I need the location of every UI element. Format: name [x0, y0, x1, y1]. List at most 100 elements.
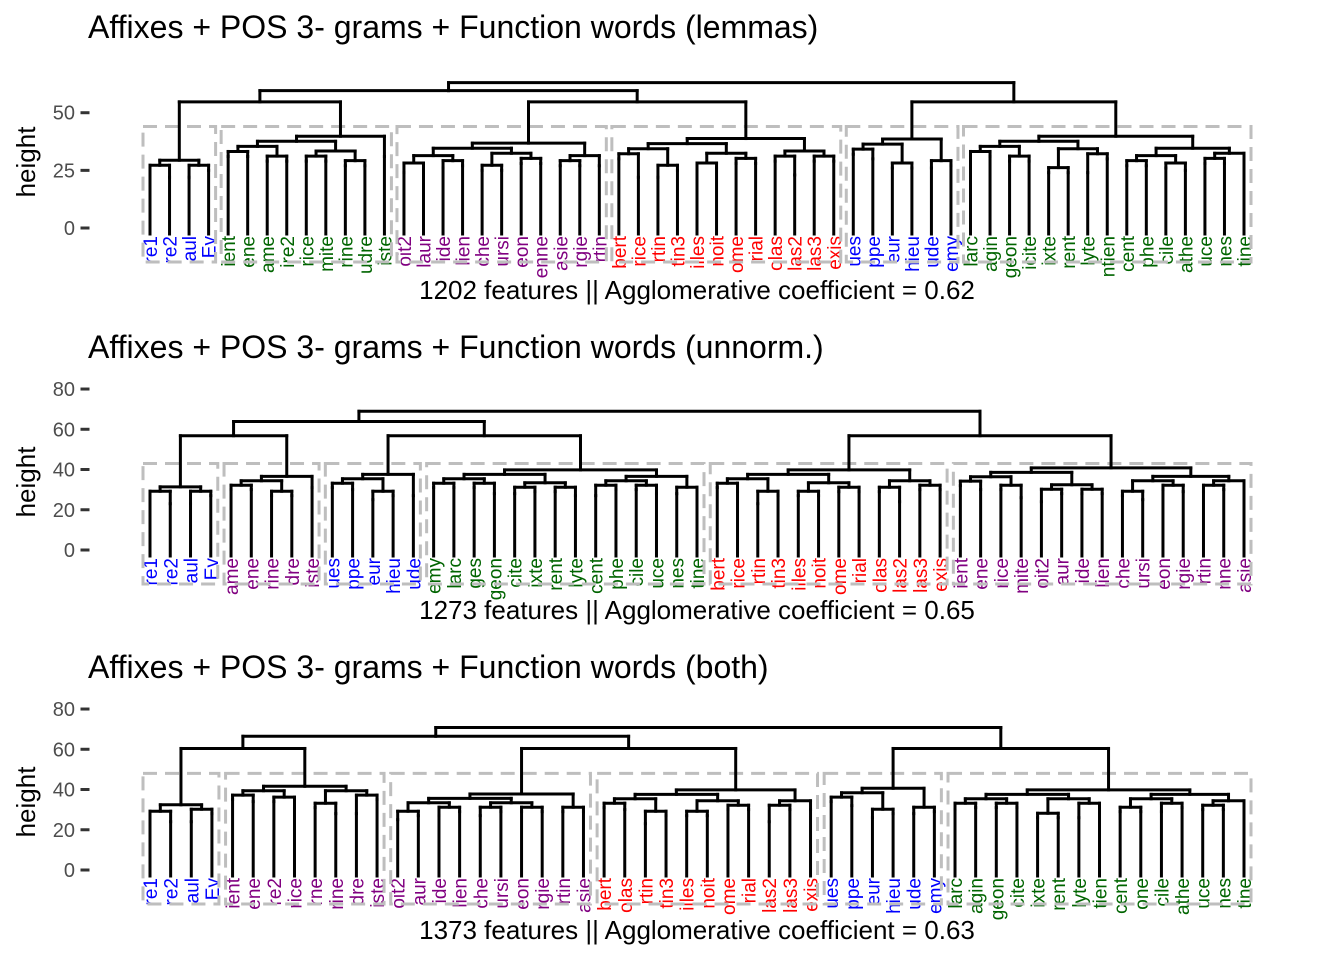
leaf-label: ient: [951, 557, 972, 588]
leaf-label: ntien: [1098, 236, 1119, 277]
leaf-label: ges: [465, 558, 486, 589]
leaf-label: rice: [285, 878, 306, 909]
leaf-label: larc: [445, 558, 466, 589]
leaf-label: lien: [454, 236, 475, 266]
leaf-label: udre: [356, 236, 377, 274]
leaf-label: illes: [688, 236, 709, 269]
cluster-box: [962, 125, 1253, 264]
leaf-label: ppe: [344, 558, 365, 590]
leaf-label: ude: [922, 236, 943, 268]
leaf-label: rgie: [1174, 558, 1195, 590]
leaf-label: mite: [317, 236, 338, 272]
leaf-label: rtin: [636, 878, 657, 904]
leaf-label: noit: [810, 557, 831, 588]
leaf-label: che: [1113, 558, 1134, 589]
leaf-label: cile: [1157, 236, 1178, 265]
leaf-label: ude: [404, 558, 425, 590]
leaf-label: dre: [283, 558, 304, 585]
leaf-label: che: [473, 236, 494, 267]
leaf-label: rgie: [533, 878, 554, 910]
leaf-label: olas: [870, 558, 891, 593]
leaf-label: enne: [532, 236, 553, 278]
leaf-label: agin: [981, 236, 1002, 272]
y-tick-label: 40: [53, 780, 75, 802]
leaf-label: rine: [263, 558, 284, 590]
leaf-label: rtin: [649, 236, 670, 262]
cluster-box: [395, 125, 608, 264]
y-tick-label: 60: [53, 419, 75, 441]
leaf-label: ude: [905, 878, 926, 910]
leaf-label: bert: [610, 235, 631, 268]
leaf-label: ursi: [1134, 558, 1155, 589]
leaf-label: noit: [708, 235, 729, 266]
leaf-label: eur: [364, 557, 385, 585]
leaf-label: ene: [244, 878, 265, 910]
leaf-label: rent: [546, 557, 567, 590]
leaf-label: aul: [182, 558, 203, 583]
leaf-label: ursi: [493, 236, 514, 267]
cluster-box: [141, 125, 218, 264]
leaf-label: olas: [616, 878, 637, 913]
leaf-label: exis: [825, 236, 846, 270]
plot-area: 02550re1re2aulEvienteneameire2ricemiteri…: [53, 81, 1256, 278]
cluster-box: [141, 771, 221, 906]
leaf-label: eon: [1154, 558, 1175, 590]
leaf-label: oit2: [1032, 558, 1053, 589]
leaf-label: Ev: [200, 236, 221, 259]
leaf-label: tin3: [668, 236, 689, 267]
leaf-label: dre: [347, 878, 368, 905]
leaf-label: cent: [587, 557, 608, 594]
y-tick-label: 40: [53, 460, 75, 482]
leaf-label: oit2: [389, 878, 410, 909]
leaf-label: ursi: [492, 878, 513, 909]
leaf-label: rtin: [554, 878, 575, 904]
leaf-label: rice: [729, 558, 750, 589]
leaf-label: rtin: [1194, 558, 1215, 584]
leaf-label: geon: [485, 558, 506, 600]
x-axis-caption: 1273 features || Agglomerative coefficie…: [419, 595, 975, 625]
y-tick-label: 20: [53, 820, 75, 842]
leaf-label: ire2: [278, 236, 299, 268]
leaf-label: hieu: [384, 558, 405, 594]
leaf-label: geon: [1001, 236, 1022, 278]
leaf-label: ues: [323, 558, 344, 589]
leaf-label: rgie: [571, 236, 592, 268]
leaf-label: hieu: [884, 878, 905, 914]
leaf-label: hieu: [903, 236, 924, 272]
cluster-box: [323, 461, 422, 586]
leaf-label: icite: [1020, 236, 1041, 270]
leaf-label: ppe: [843, 878, 864, 910]
leaf-label: larc: [962, 236, 983, 267]
leaf-label: Ev: [203, 878, 224, 901]
chart-title: Affixes + POS 3- grams + Function words …: [88, 9, 818, 45]
leaf-label: bert: [708, 557, 729, 590]
leaf-label: aur: [409, 877, 430, 905]
leaf-label: rne: [306, 878, 327, 905]
leaf-label: rice: [992, 558, 1013, 589]
leaf-label: ixte: [1029, 878, 1050, 908]
leaf-label: ues: [822, 878, 843, 909]
y-tick-label: 0: [64, 540, 75, 562]
leaf-label: re2: [161, 558, 182, 585]
leaf-label: ide: [434, 236, 455, 261]
leaf-label: ene: [242, 558, 263, 590]
leaf-label: las2: [891, 558, 912, 593]
leaf-label: las3: [805, 236, 826, 271]
leaf-label: lyte: [1079, 236, 1100, 266]
leaf-label: ient: [219, 235, 240, 266]
leaf-label: asie: [551, 236, 572, 271]
leaf-label: cite: [1008, 878, 1029, 908]
y-axis-label: height: [11, 126, 41, 198]
leaf-label: asie: [574, 878, 595, 913]
leaf-label: phe: [1137, 236, 1158, 268]
leaf-label: rice: [629, 236, 650, 267]
leaf-label: oit2: [395, 236, 416, 267]
leaf-label: ome: [727, 236, 748, 273]
leaf-label: re2: [265, 878, 286, 905]
cluster-box: [141, 461, 220, 586]
leaf-label: re2: [161, 236, 182, 263]
leaf-label: las2: [786, 236, 807, 271]
leaf-label: agin: [967, 878, 988, 914]
